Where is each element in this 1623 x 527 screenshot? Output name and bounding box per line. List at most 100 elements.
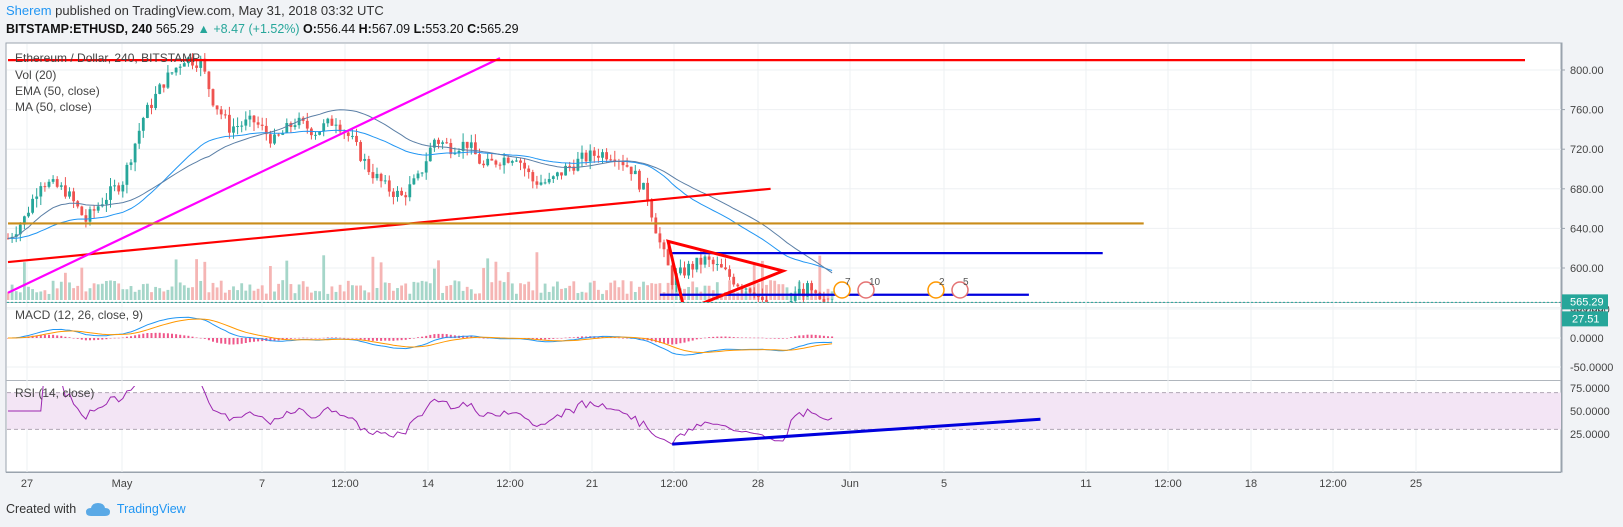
volume-bar — [269, 266, 272, 300]
footer: Created with TradingView — [6, 502, 186, 520]
volume-bar — [297, 284, 301, 300]
trend-drawings[interactable] — [7, 57, 1525, 324]
candle-body — [326, 118, 330, 124]
candle-body — [92, 209, 96, 211]
candle-body — [355, 135, 358, 143]
macd-hist-bar — [544, 338, 547, 340]
volume-bar — [494, 261, 498, 300]
macd-hist-bar — [753, 337, 756, 339]
volume-bar — [76, 285, 80, 300]
candle-body — [223, 114, 227, 116]
macd-legend[interactable]: MACD (12, 26, close, 9) — [15, 308, 143, 322]
main-legend-title[interactable]: Ethereum / Dollar, 240, BITSTAMP — [15, 51, 200, 65]
volume-bar — [256, 288, 260, 300]
candle-body — [109, 186, 112, 200]
macd-hist-bar — [417, 337, 419, 338]
rsi-divergence-line[interactable] — [672, 417, 1041, 446]
volume-bar — [428, 283, 432, 300]
candle-body — [761, 297, 764, 300]
ma-legend[interactable]: MA (50, close) — [15, 100, 92, 114]
candle-body — [121, 184, 125, 192]
macd-hist-bar — [622, 338, 624, 339]
volume-bar — [437, 260, 440, 300]
candle-body — [154, 93, 157, 109]
rsi-axis[interactable]: 75.0000 50.0000 25.0000 — [1570, 383, 1610, 441]
candle-body — [502, 157, 506, 166]
volume-bar — [662, 292, 666, 300]
candle-body — [351, 135, 354, 137]
candle-body — [252, 115, 256, 123]
candle-body — [232, 126, 235, 133]
macd-hist-bar — [626, 338, 629, 339]
macd-hist-bar — [253, 338, 255, 342]
volume-bar — [703, 285, 707, 300]
macd-hist-bar — [146, 332, 149, 338]
candle-body — [691, 263, 695, 270]
volume-bar — [412, 281, 416, 300]
candle-body — [256, 122, 260, 125]
macd-hist-bar — [408, 338, 411, 339]
candle-body — [371, 172, 375, 179]
volume-bar — [178, 282, 182, 300]
candle-body — [424, 161, 428, 173]
volume-bar — [510, 283, 514, 300]
candle-body — [474, 142, 477, 155]
candle-body — [318, 131, 321, 135]
macd-hist-bar — [757, 337, 760, 339]
volume-bar — [621, 280, 625, 300]
macd-hist-bar — [89, 338, 91, 341]
rsi-legend[interactable]: RSI (14, close) — [15, 386, 94, 400]
time-tick-label: 12:00 — [1319, 478, 1347, 490]
macd-hist-bar — [392, 338, 395, 341]
event-count: 2 — [939, 277, 945, 288]
time-tick-label: 5 — [941, 478, 947, 490]
macd-hist-bar — [248, 338, 251, 343]
volume-bar — [207, 292, 211, 300]
candle-body — [346, 132, 350, 136]
candle-body — [568, 165, 572, 167]
price-badges: 565.29 27.51 — [1562, 294, 1608, 327]
time-tick-label: 28 — [752, 478, 764, 490]
candle-body — [449, 143, 453, 155]
time-axis[interactable]: 27 May 7 12:00 14 12:00 21 12:00 28 Jun 5 11 12:00 18… — [21, 478, 1422, 490]
candle-body — [408, 184, 412, 198]
candle-body — [461, 141, 465, 151]
macd-hist-bar — [708, 337, 711, 338]
author-link[interactable]: Sherem — [6, 3, 52, 18]
volume-bar — [441, 292, 444, 300]
rsi-line — [8, 386, 833, 445]
volume-bar — [687, 286, 690, 300]
candle-body — [806, 283, 809, 297]
volume-bar — [588, 282, 592, 300]
volume-bar — [515, 293, 518, 300]
volume-bar — [379, 262, 383, 300]
created-with-label: Created with — [6, 502, 77, 516]
volume-bar — [330, 286, 334, 300]
macd-hist-bar — [786, 338, 788, 339]
candle-body — [519, 160, 522, 163]
macd-hist-bar — [679, 338, 682, 344]
macd-hist-bar — [109, 338, 112, 339]
candle-body — [367, 158, 371, 173]
volume-bar — [117, 283, 121, 300]
price-axis[interactable]: 800.00760.00720.00680.00640.00600.00560.… — [1561, 65, 1604, 315]
candle-body — [158, 84, 162, 94]
candle-body — [699, 257, 703, 265]
candle-body — [293, 125, 297, 127]
symbol-ohlc-bar: BITSTAMP:ETHUSD, 240 565.29 ▲ +8.47 (+1.… — [6, 22, 519, 36]
macd-hist-bar — [56, 335, 59, 338]
volume-bar — [654, 283, 658, 300]
volume-bar — [14, 291, 18, 300]
close-value: 565.29 — [480, 22, 519, 36]
volume-bar — [7, 292, 10, 300]
macd-hist-bar — [425, 335, 428, 338]
economic-event-markers[interactable]: 7 10 2 5 — [833, 277, 969, 299]
volume-legend[interactable]: Vol (20) — [15, 68, 56, 82]
candle-body — [117, 185, 121, 192]
candlesticks — [7, 53, 833, 302]
volume-bar — [387, 282, 391, 300]
tradingview-link[interactable]: TradingView — [116, 502, 186, 516]
time-tick-label: 25 — [1410, 478, 1422, 490]
ema-legend[interactable]: EMA (50, close) — [15, 84, 100, 98]
